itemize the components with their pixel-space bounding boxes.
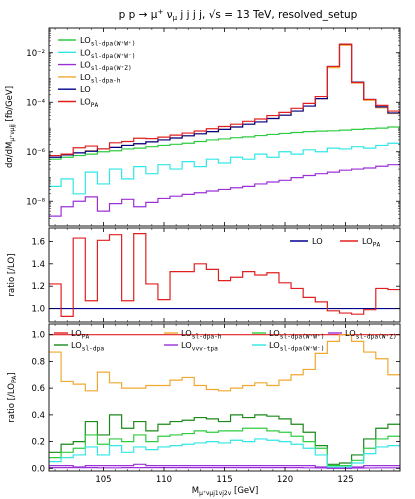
x-tick-label: 110 xyxy=(156,475,172,485)
panel-frame xyxy=(48,227,401,323)
legend-label: LOsl-dpa(W⁺W⁻) xyxy=(80,47,135,60)
series-line-5 xyxy=(49,43,400,157)
x-tick-label: 105 xyxy=(95,475,111,485)
legend-label: LOsl-dpa(W⁺W⁻) xyxy=(269,340,324,353)
series-line-1 xyxy=(49,233,400,317)
y-tick-label: 10⁻² xyxy=(26,49,45,59)
panel-middle: 1.0 1.2 1.4 1.6 ratio [/LO] LO LOPA xyxy=(7,227,401,323)
y-tick-label: 10⁻⁸ xyxy=(26,197,45,207)
y-tick-label: 1.6 xyxy=(31,237,45,247)
legend-label: LOPA xyxy=(362,236,380,249)
figure-title: p p → μ+ νμ j j j j, √s = 13 TeV, resolv… xyxy=(119,8,358,22)
series-group xyxy=(49,43,400,217)
y-axis-label: dσ/dMμ⁺νμjj [fb/GeV] xyxy=(5,86,16,168)
legend-label: LOsl-dpa(W⁺Z) xyxy=(80,60,132,73)
series-group xyxy=(49,334,400,469)
legend-top: LOsl-dpa(W⁺W⁺)LOsl-dpa(W⁺W⁻)LOsl-dpa(W⁺Z… xyxy=(58,35,135,109)
legend-label: LOsl-dpa(W⁺W⁺) xyxy=(80,35,135,48)
legend-label: LOsl-dpa xyxy=(71,340,104,353)
y-tick-label: 1.4 xyxy=(31,260,45,270)
y-tick-label: 1.0 xyxy=(31,305,45,315)
x-tick-label: 115 xyxy=(216,475,232,485)
panel-top: 10⁻⁸ 10⁻⁶ 10⁻⁴ 10⁻² dσ/dMμ⁺νμjj [fb/GeV] LOsl… xyxy=(5,27,401,227)
legend-label: LOsl-dpa-h xyxy=(80,72,121,85)
series-line-1 xyxy=(49,142,400,195)
panel-bottom: 0.0 0.2 0.4 0.6 0.8 1.0 105 110 115 120 125 ratio [… xyxy=(7,323,401,497)
series-line-4 xyxy=(49,43,400,158)
y-tick-label: 0.2 xyxy=(31,438,45,448)
series-line-2 xyxy=(49,164,400,217)
legend-label: LO xyxy=(312,236,323,246)
series-line-0 xyxy=(49,126,400,160)
x-tick-label: 125 xyxy=(337,475,353,485)
x-tick-label: 120 xyxy=(277,475,293,485)
y-tick-label: 0.6 xyxy=(31,384,45,394)
y-tick-label: 0.8 xyxy=(31,357,45,367)
series-line-4 xyxy=(49,427,400,467)
x-axis-label: Mμ⁺νμj1vj2v [GeV] xyxy=(192,486,259,497)
y-tick-label: 1.2 xyxy=(31,282,45,292)
legend-label: LOPA xyxy=(80,97,98,110)
y-tick-label: 1.0 xyxy=(31,331,45,341)
y-axis-label: ratio [/LO] xyxy=(7,254,17,297)
legend-label: LOsl-dpa(W⁺W⁺) xyxy=(269,328,324,341)
legend-label: LO xyxy=(80,84,91,94)
y-tick-label: 10⁻⁶ xyxy=(26,148,45,158)
series-line-6 xyxy=(49,467,400,469)
series-group xyxy=(49,233,400,317)
legend-bottom: LOPA LOsl-dpa-h LOsl-dpa(W⁺W⁺) LOsl-dpa(W⁺Z… xyxy=(54,328,397,353)
legend-label: LOvvv-tpa xyxy=(181,340,218,353)
y-axis-label: ratio [/LOPA] xyxy=(7,372,18,422)
legend-label: LOsl-dpa-h xyxy=(181,328,222,341)
series-line-2 xyxy=(49,334,400,392)
y-tick-label: 0.0 xyxy=(31,464,45,474)
series-line-5 xyxy=(49,438,400,468)
y-tick-label: 0.4 xyxy=(31,411,45,421)
y-tick-label: 10⁻⁴ xyxy=(26,98,45,108)
legend-label: LOPA xyxy=(71,328,89,341)
series-line-1 xyxy=(49,414,400,465)
legend-middle: LO LOPA xyxy=(290,236,380,249)
legend-label: LOsl-dpa(W⁺Z) xyxy=(345,328,397,341)
